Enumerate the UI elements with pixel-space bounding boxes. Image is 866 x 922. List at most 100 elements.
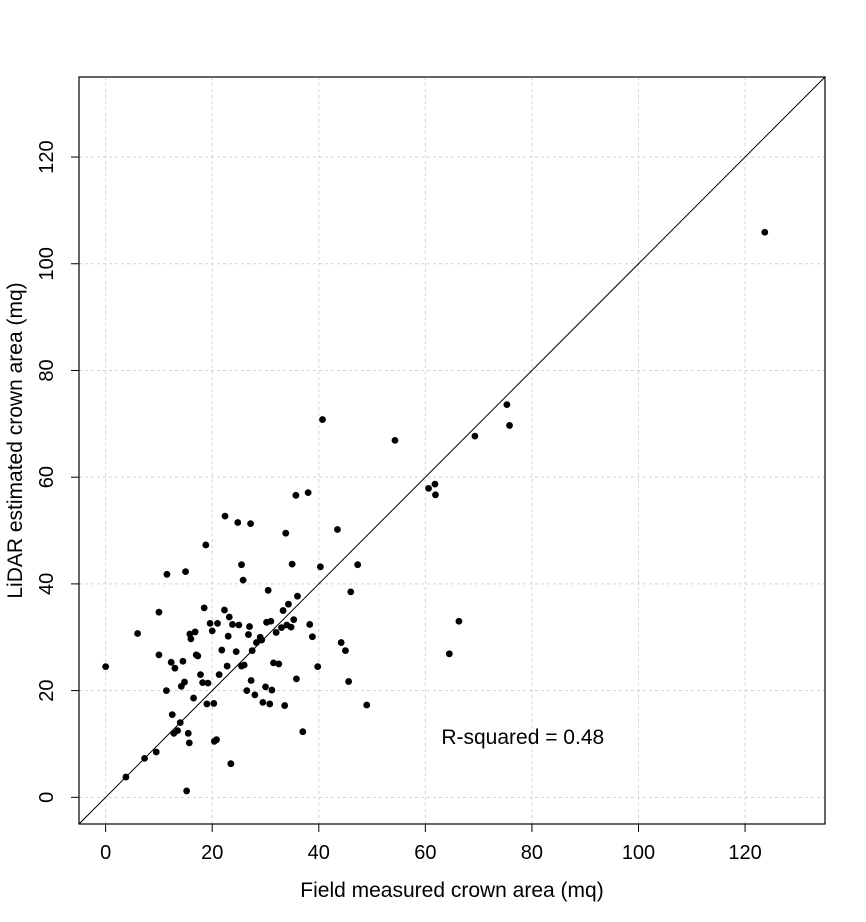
data-point-48: [229, 621, 236, 628]
data-point-30: [200, 604, 208, 612]
data-point-50: [234, 519, 242, 526]
data-point-70: [266, 700, 274, 708]
data-point-62: [251, 691, 259, 699]
data-point-28: [197, 671, 204, 678]
data-point-86: [293, 675, 300, 683]
data-point-12: [171, 664, 179, 672]
data-point-58: [246, 623, 253, 630]
data-point-104: [431, 480, 439, 488]
data-point-61: [248, 647, 256, 654]
data-point-8: [163, 570, 171, 578]
y-tick-label-40: 40: [36, 573, 58, 595]
y-axis-ticks: 0 20 40 60 80 100 120: [36, 140, 79, 803]
x-tick-label-20: 20: [201, 842, 223, 864]
data-point-10: [168, 711, 176, 719]
data-point-93: [316, 563, 324, 571]
data-point-40: [215, 671, 223, 678]
data-point-84: [290, 616, 298, 624]
x-tick-label-100: 100: [622, 842, 655, 864]
data-point-85: [292, 491, 300, 499]
data-point-54: [239, 576, 247, 584]
data-point-16: [179, 657, 187, 665]
data-point-101: [363, 701, 371, 709]
data-point-18: [182, 568, 189, 576]
data-point-90: [306, 621, 314, 628]
data-point-42: [221, 606, 228, 614]
data-point-57: [245, 631, 252, 638]
r-squared-annotation: R-squared = 0.48: [441, 726, 604, 749]
data-point-27: [194, 652, 202, 660]
data-point-66: [259, 698, 267, 706]
data-point-87: [294, 592, 301, 600]
data-point-7: [162, 687, 170, 695]
data-point-59: [247, 520, 254, 527]
data-point-92: [314, 663, 322, 670]
data-points: [102, 228, 769, 795]
data-point-2: [134, 630, 142, 637]
data-point-108: [471, 432, 479, 440]
x-tick-label-0: 0: [100, 842, 111, 864]
data-point-39: [214, 619, 221, 627]
y-tick-label-0: 0: [36, 792, 58, 803]
x-tick-label-120: 120: [728, 842, 761, 864]
data-point-5: [155, 608, 163, 616]
data-point-6: [155, 651, 163, 659]
data-point-74: [272, 629, 280, 636]
data-point-106: [445, 650, 453, 658]
data-point-73: [270, 659, 277, 667]
data-point-24: [190, 694, 197, 702]
data-point-17: [181, 678, 188, 686]
data-point-105: [432, 491, 439, 499]
data-point-56: [243, 687, 251, 695]
data-point-109: [503, 401, 511, 409]
data-point-21: [185, 739, 193, 747]
data-point-71: [267, 617, 275, 625]
data-point-83: [288, 560, 296, 568]
data-point-75: [275, 660, 283, 668]
data-point-91: [308, 633, 316, 641]
data-point-95: [334, 526, 341, 533]
data-point-51: [235, 621, 243, 629]
data-point-43: [221, 512, 229, 520]
data-point-99: [347, 588, 355, 596]
data-point-63: [253, 639, 260, 646]
data-point-36: [210, 700, 218, 707]
data-point-49: [232, 648, 240, 656]
x-tick-label-40: 40: [308, 842, 330, 864]
data-point-52: [238, 561, 245, 569]
x-axis-title: Field measured crown area (mq): [300, 879, 603, 902]
data-point-19: [183, 787, 191, 795]
data-point-45: [224, 632, 232, 640]
data-point-44: [223, 662, 231, 670]
data-point-102: [391, 436, 399, 444]
data-point-97: [342, 647, 349, 654]
data-point-100: [354, 561, 362, 569]
data-point-32: [203, 700, 211, 708]
data-point-103: [425, 484, 432, 492]
data-point-65: [258, 636, 266, 644]
data-point-88: [299, 728, 307, 736]
data-point-4: [152, 748, 160, 756]
data-point-29: [199, 679, 207, 687]
x-tick-label-60: 60: [414, 842, 436, 864]
data-point-0: [102, 663, 110, 670]
y-tick-label-20: 20: [36, 679, 58, 701]
data-point-31: [202, 541, 210, 549]
data-point-60: [247, 677, 255, 684]
data-point-9: [167, 658, 175, 666]
data-point-47: [227, 760, 235, 768]
data-point-67: [262, 683, 269, 691]
data-point-107: [455, 617, 463, 625]
data-point-111: [761, 228, 769, 236]
data-point-94: [319, 416, 326, 423]
y-tick-label-60: 60: [36, 466, 58, 488]
data-point-81: [285, 600, 292, 608]
data-point-98: [345, 678, 353, 685]
data-point-35: [208, 627, 216, 635]
data-point-34: [206, 619, 214, 627]
data-point-14: [176, 719, 184, 727]
plot-frame: [78, 76, 826, 825]
grid-lines: [79, 77, 825, 824]
data-point-33: [204, 679, 212, 687]
